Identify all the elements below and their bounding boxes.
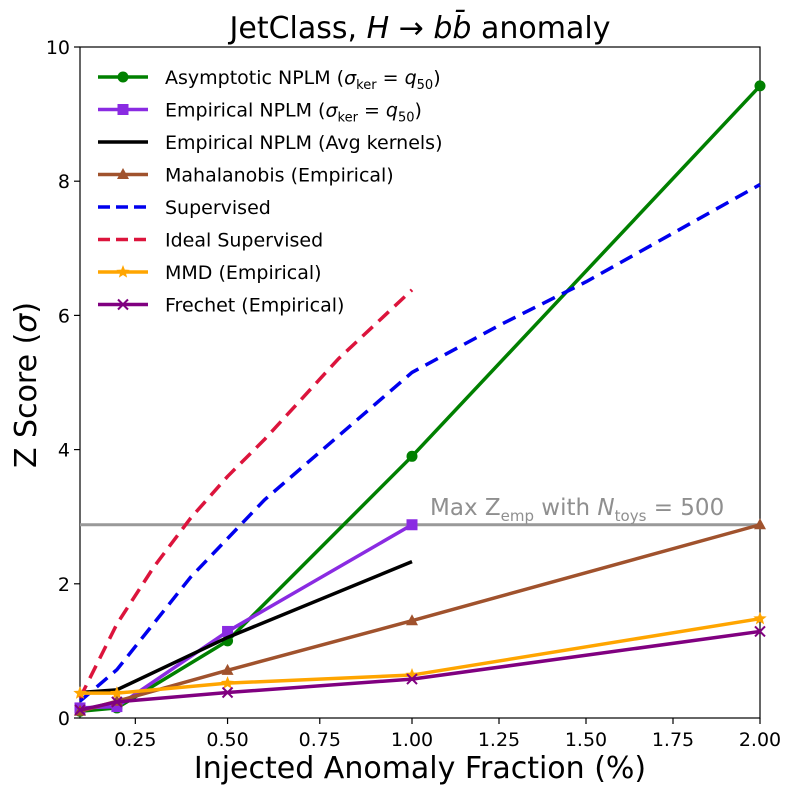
legend-item-mmd: MMD (Empirical) <box>98 262 322 284</box>
series-avg <box>79 560 413 695</box>
series-point-mmd <box>73 686 87 699</box>
legend-item-sup: Supervised <box>98 197 271 219</box>
legend-marker <box>117 168 129 179</box>
series-point-emp <box>406 519 418 531</box>
legend-item-emp: Empirical NPLM (σker = q50) <box>98 100 422 126</box>
hline-group: Max Zemp with Ntoys = 500 <box>80 495 760 527</box>
y-tick-label: 4 <box>58 440 70 462</box>
x-tick-label: 0.25 <box>114 729 156 751</box>
series-mmd <box>73 611 767 699</box>
series-line-maha <box>79 523 761 713</box>
series-point-frechet <box>406 673 418 685</box>
series-point-frechet <box>74 704 86 716</box>
series-layer <box>73 80 767 717</box>
max-z-label: Max Zemp with Ntoys = 500 <box>430 495 724 525</box>
y-tick-label: 0 <box>58 708 70 730</box>
x-axis-title: Injected Anomaly Fraction (%) <box>194 751 646 786</box>
legend-item-maha: Mahalanobis (Empirical) <box>98 165 394 187</box>
legend-label: Frechet (Empirical) <box>165 295 344 317</box>
series-point-maha <box>754 518 766 530</box>
x-tick-label: 2.00 <box>739 729 781 751</box>
chart-title-tail: anomaly <box>471 11 610 46</box>
x-tick-label: 0.50 <box>206 729 248 751</box>
series-point-maha <box>406 614 418 626</box>
legend: Asymptotic NPLM (σker = q50) Empirical NP… <box>98 67 443 317</box>
legend-item-asym: Asymptotic NPLM (σker = q50) <box>98 67 441 93</box>
legend-label: Supervised <box>165 197 271 219</box>
legend-item-ideal: Ideal Supervised <box>98 230 323 252</box>
legend-marker <box>117 71 129 83</box>
series-point-mmd <box>220 676 235 689</box>
series-line-frechet <box>79 629 761 712</box>
chart-title: JetClass, H → bb̄ anomaly <box>228 10 611 46</box>
series-point-emp <box>111 701 123 713</box>
legend-label: Empirical NPLM (σker = q50) <box>165 100 422 126</box>
series-point-mmd <box>753 611 767 625</box>
y-axis-title: Z Score (σ) <box>9 302 44 468</box>
legend-label: MMD (Empirical) <box>165 262 322 284</box>
legend-marker <box>117 104 129 115</box>
series-line-sup <box>78 183 761 703</box>
series-point-frechet <box>221 686 234 699</box>
series-point-frechet <box>111 696 123 708</box>
series-point-frechet <box>754 625 766 638</box>
x-tick-label: 1.00 <box>391 729 433 751</box>
series-point-asym <box>406 450 418 462</box>
y-tick-label: 8 <box>58 171 70 193</box>
legend-marker <box>116 265 130 278</box>
series-frechet <box>74 625 766 716</box>
legend-item-frechet: Frechet (Empirical) <box>98 295 344 317</box>
legend-item-avg: Empirical NPLM (Avg kernels) <box>98 132 443 154</box>
plot-frame <box>79 46 761 719</box>
x-tick-label: 0.75 <box>299 729 341 751</box>
y-axis-ticks: 0 2 4 6 8 10 <box>46 37 80 730</box>
y-tick-label: 2 <box>58 574 70 596</box>
x-axis-ticks: 0.25 0.50 0.75 1.00 1.25 1.50 1.75 2.00 <box>114 718 781 751</box>
series-point-maha <box>221 663 234 675</box>
series-point-emp <box>222 625 234 637</box>
x-tick-label: 1.25 <box>478 729 520 751</box>
legend-label: Mahalanobis (Empirical) <box>165 165 394 187</box>
legend-label: Ideal Supervised <box>165 230 323 252</box>
legend-label: Asymptotic NPLM (σker = q50) <box>165 67 441 93</box>
series-line-emp <box>79 523 413 710</box>
chart-title-math: H → bb̄ <box>367 10 472 46</box>
series-line-ideal <box>78 288 414 699</box>
chart-title-main: JetClass, <box>228 11 367 46</box>
series-point-mmd <box>110 686 124 699</box>
x-tick-label: 1.50 <box>565 729 607 751</box>
series-ideal <box>78 288 414 699</box>
legend-marker <box>117 298 129 311</box>
x-tick-label: 1.75 <box>652 729 694 751</box>
y-tick-label: 6 <box>58 305 70 327</box>
legend-label: Empirical NPLM (Avg kernels) <box>165 132 443 154</box>
series-sup <box>78 183 761 703</box>
series-point-asym <box>754 80 766 92</box>
series-point-mmd <box>405 668 419 681</box>
series-line-avg <box>79 560 413 695</box>
y-tick-label: 10 <box>46 37 70 59</box>
